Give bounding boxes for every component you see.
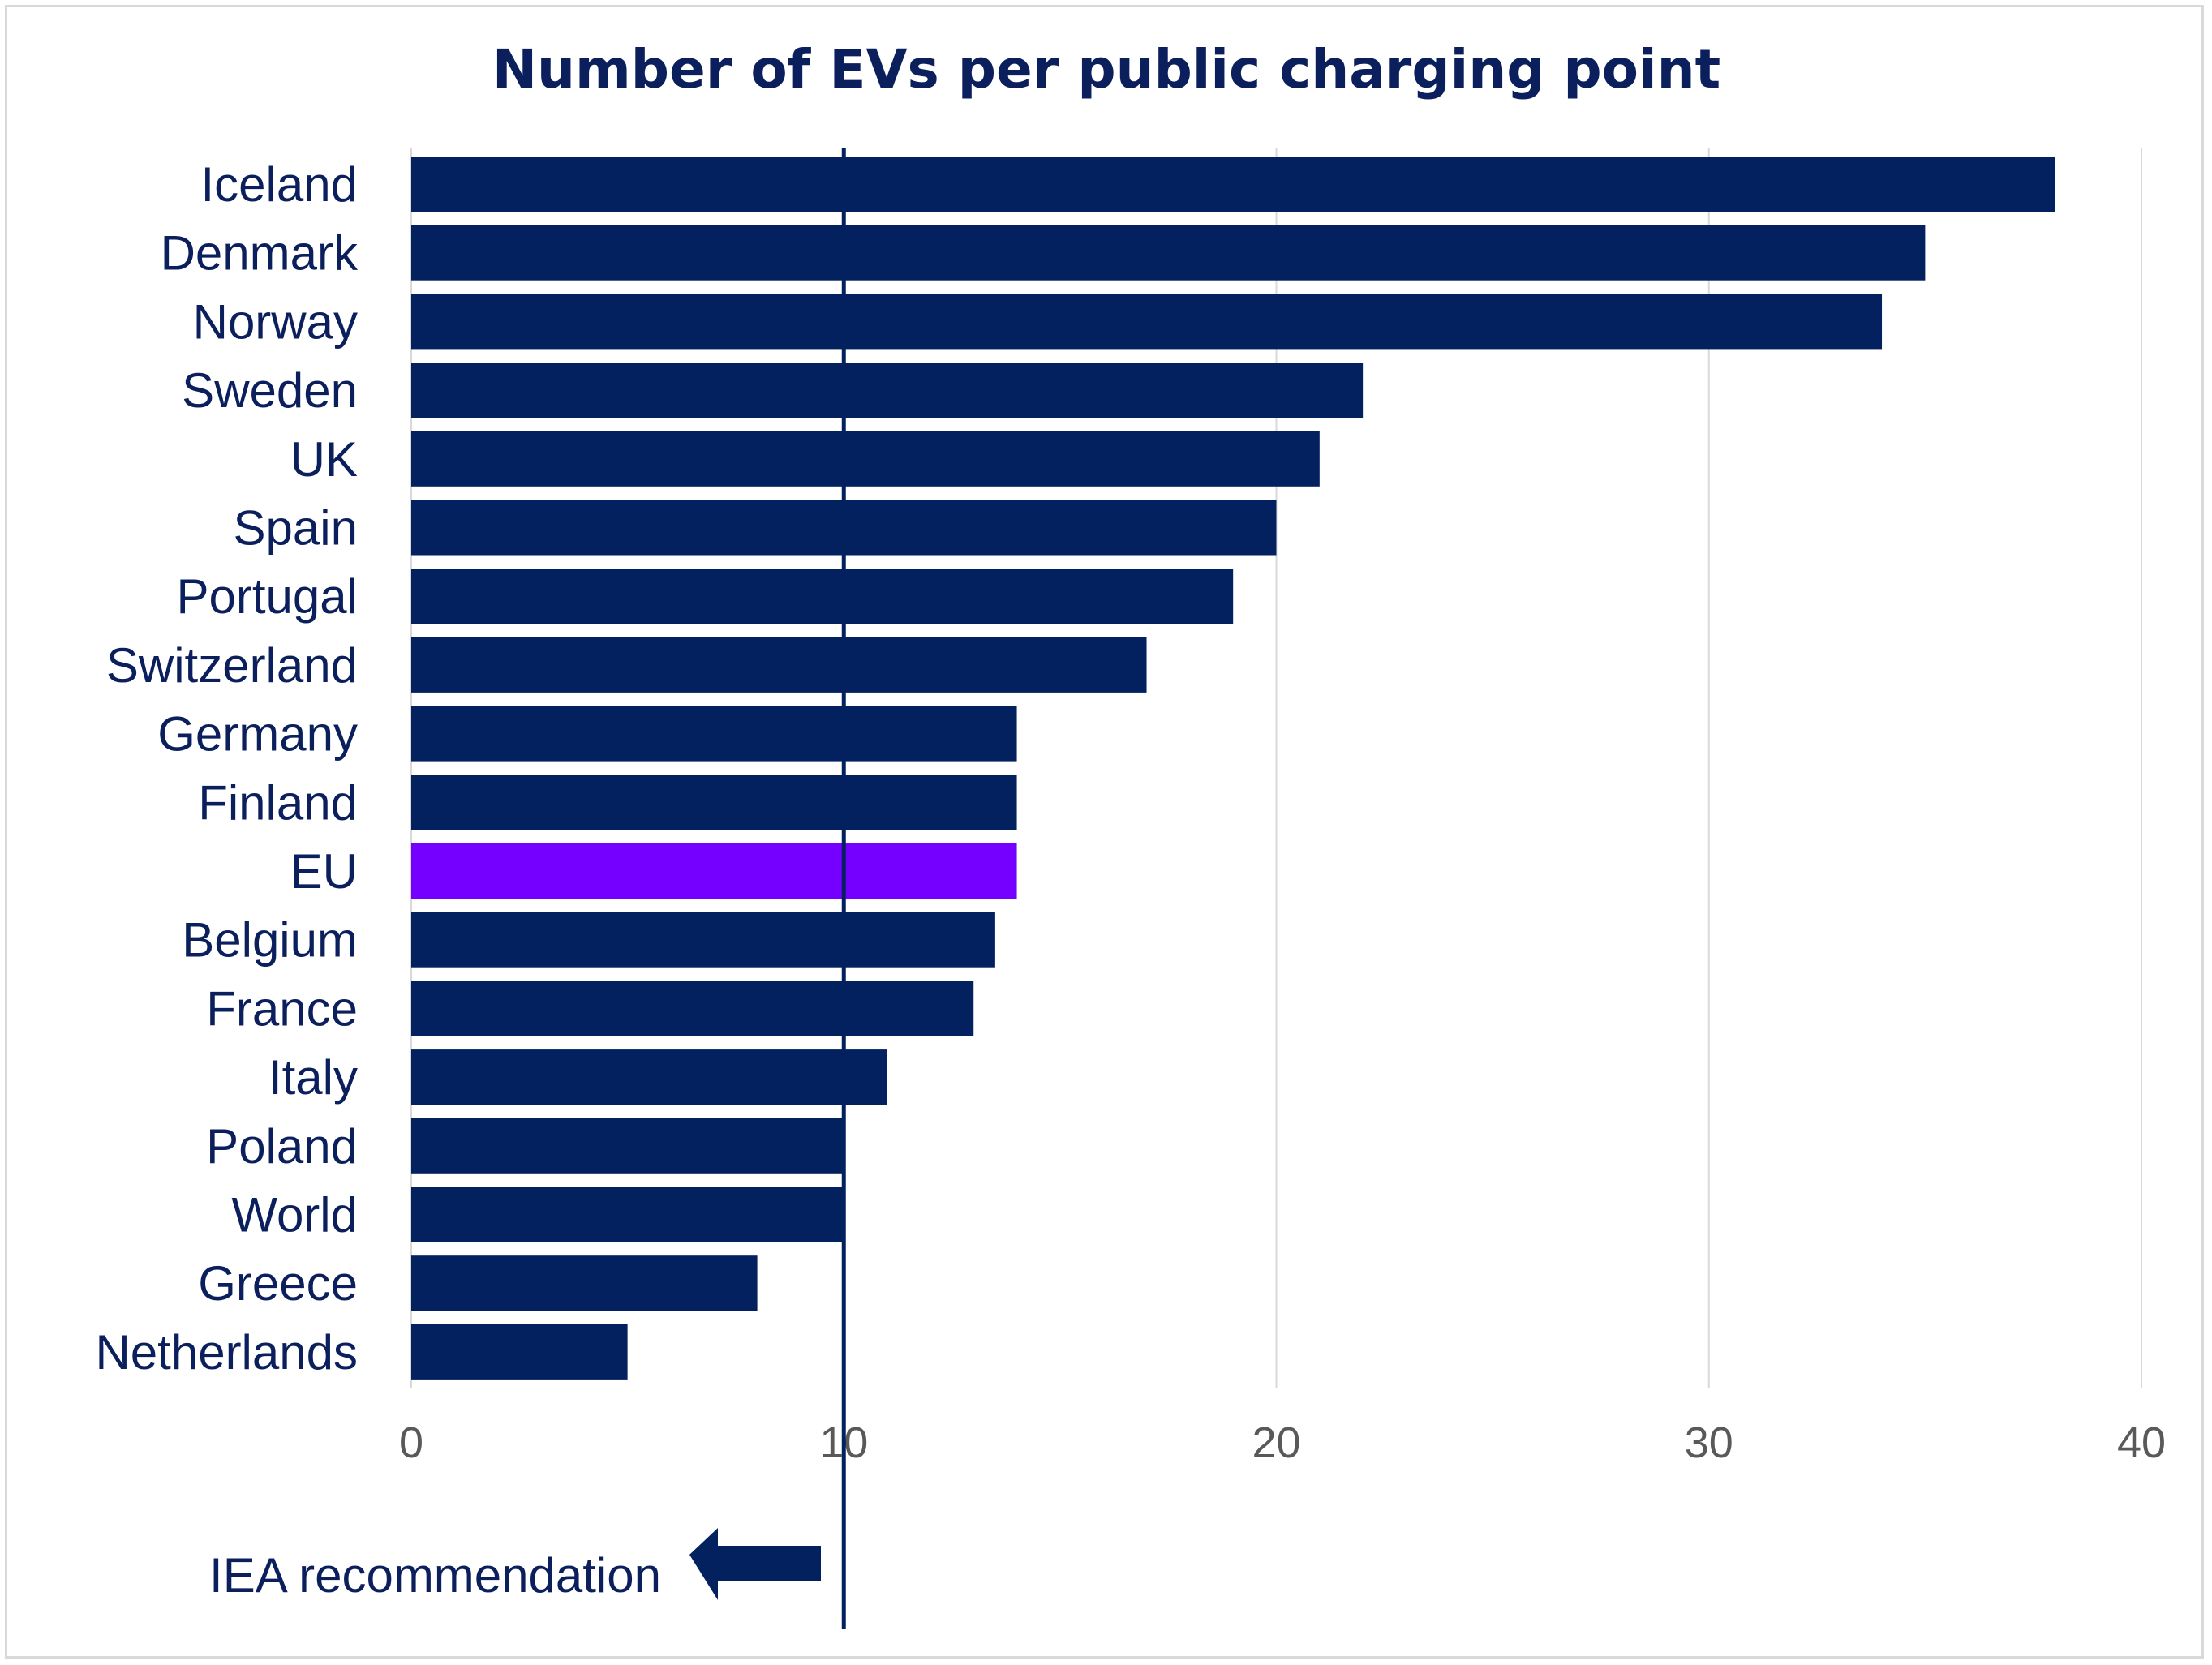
- bars: [411, 157, 2055, 1380]
- bar-poland: [411, 1118, 844, 1174]
- x-tick-label: 30: [1685, 1418, 1733, 1467]
- category-label: Spain: [234, 501, 358, 556]
- bar-netherlands: [411, 1324, 628, 1380]
- category-label: Finland: [198, 775, 358, 830]
- x-tick-label: 0: [399, 1418, 423, 1467]
- category-label: Denmark: [161, 226, 359, 281]
- category-labels: Iceland Denmark Norway Sweden UK Spain Portuga…: [95, 157, 359, 1380]
- category-label: Sweden: [182, 363, 358, 418]
- bar-germany: [411, 706, 1017, 762]
- category-label: Italy: [268, 1050, 358, 1105]
- category-label: UK: [290, 432, 358, 487]
- chart-title: Number of EVs per public charging point: [492, 38, 1720, 101]
- chart-frame: [5, 5, 2204, 1659]
- category-label: Switzerland: [106, 638, 358, 693]
- bar-belgium: [411, 912, 995, 968]
- category-label: France: [206, 981, 358, 1036]
- x-tick-label: 40: [2117, 1418, 2166, 1467]
- bar-italy: [411, 1049, 887, 1105]
- category-label: Greece: [198, 1256, 358, 1311]
- category-label: Poland: [206, 1119, 358, 1174]
- left-arrow-icon: [689, 1528, 821, 1600]
- x-axis-ticks: 0 10 20 30 40: [399, 1418, 2166, 1467]
- bar-france: [411, 981, 974, 1036]
- bar-switzerland: [411, 637, 1147, 693]
- category-label: Belgium: [182, 913, 358, 968]
- bar-uk: [411, 431, 1320, 487]
- reference-line-group: [689, 148, 846, 1629]
- category-label: Iceland: [201, 157, 358, 212]
- bar-denmark: [411, 225, 1926, 281]
- bar-greece: [411, 1255, 758, 1311]
- bar-finland: [411, 775, 1017, 830]
- bar-portugal: [411, 569, 1234, 624]
- bar-sweden: [411, 363, 1364, 418]
- reference-label: IEA recommendation: [209, 1548, 661, 1603]
- bar-iceland: [411, 157, 2055, 212]
- category-label: World: [231, 1188, 358, 1242]
- bar-world: [411, 1187, 844, 1242]
- category-label: Portugal: [177, 569, 358, 624]
- bar-eu: [411, 843, 1017, 899]
- category-label: Netherlands: [95, 1325, 358, 1380]
- bar-norway: [411, 294, 1883, 350]
- x-tick-label: 20: [1252, 1418, 1300, 1467]
- category-label: Germany: [157, 707, 358, 762]
- category-label: EU: [290, 844, 358, 899]
- category-label: Norway: [193, 294, 358, 349]
